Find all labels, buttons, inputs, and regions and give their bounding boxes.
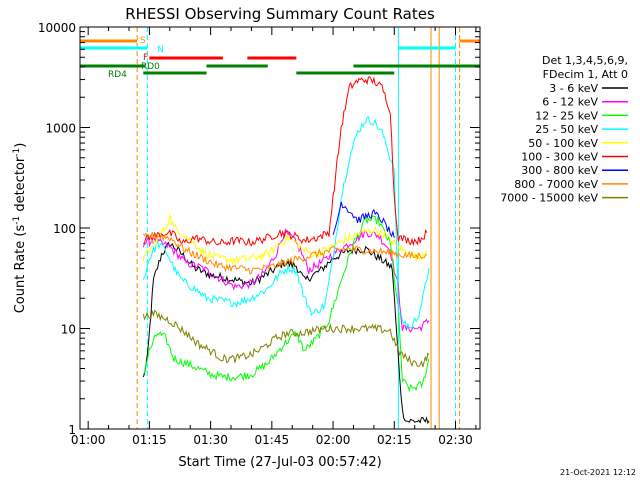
legend-entry-label-5: 100 - 300 keV xyxy=(521,151,598,164)
series-line-8 xyxy=(142,309,430,368)
legend: Det 1,3,4,5,6,9, FDecim 1, Att 0 3 - 6 k… xyxy=(500,54,628,205)
x-tick-label-1: 01:15 xyxy=(132,433,167,447)
series-line-2 xyxy=(142,215,430,393)
flag-label-rd4: RD4 xyxy=(108,70,127,80)
series-line-0 xyxy=(142,241,430,425)
legend-entry-label-7: 800 - 7000 keV xyxy=(514,178,598,191)
y-axis-label-suffix: ) xyxy=(13,143,28,148)
flag-label-saa: S xyxy=(140,36,146,46)
legend-title-line2: FDecim 1, Att 0 xyxy=(543,68,628,81)
x-axis-label: Start Time (27-Jul-03 00:57:42) xyxy=(178,455,381,470)
legend-entry-label-1: 6 - 12 keV xyxy=(542,96,598,109)
y-tick-label-0: 1 xyxy=(68,423,76,437)
series-line-6 xyxy=(332,201,395,238)
series-line-3 xyxy=(142,116,430,330)
y-axis-label-sup1: -1 xyxy=(12,216,22,225)
x-tick-label-2: 01:30 xyxy=(193,433,228,447)
y-axis-label-sup2: -1 xyxy=(12,148,22,157)
x-tick-label-5: 02:15 xyxy=(377,433,412,447)
series-line-1 xyxy=(142,228,430,333)
legend-entry-label-2: 12 - 25 keV xyxy=(535,109,598,122)
y-tick-label-2: 100 xyxy=(53,222,76,236)
x-tick-label-0: 01:00 xyxy=(71,433,106,447)
x-tick-label-6: 02:30 xyxy=(438,433,473,447)
y-axis-label-mid: detector xyxy=(13,156,28,216)
legend-entry-label-0: 3 - 6 keV xyxy=(549,82,598,95)
legend-entry-label-4: 50 - 100 keV xyxy=(528,137,598,150)
series-line-7 xyxy=(142,231,428,275)
y-tick-label-3: 1000 xyxy=(45,122,76,136)
chart-title: RHESSI Observing Summary Count Rates xyxy=(125,5,435,23)
axes: 01:00 01:15 01:30 01:45 02:00 02:15 02:30 1 10 10… xyxy=(38,21,480,447)
legend-entry-label-3: 25 - 50 keV xyxy=(535,123,598,136)
legend-entry-label-8: 7000 - 15000 keV xyxy=(500,192,598,205)
plot-area xyxy=(136,27,461,429)
legend-entry-label-6: 300 - 800 keV xyxy=(521,164,598,177)
flag-label-rd0: RD0 xyxy=(141,62,160,72)
x-tick-label-4: 02:00 xyxy=(316,433,351,447)
legend-title-line1: Det 1,3,4,5,6,9, xyxy=(542,54,628,67)
y-tick-label-4: 10000 xyxy=(38,21,76,35)
flag-label-flare: F xyxy=(143,53,148,63)
y-tick-label-1: 10 xyxy=(61,323,76,337)
series-line-4 xyxy=(142,214,428,265)
flag-label-night: N xyxy=(157,45,164,55)
y-axis-label-prefix: Count Rate (s xyxy=(13,225,28,314)
footer-timestamp: 21-Oct-2021 12:12 xyxy=(560,468,636,477)
series-line-5 xyxy=(142,76,428,247)
y-axis-label: Count Rate (s-1 detector-1) xyxy=(12,143,28,314)
x-tick-label-3: 01:45 xyxy=(255,433,290,447)
